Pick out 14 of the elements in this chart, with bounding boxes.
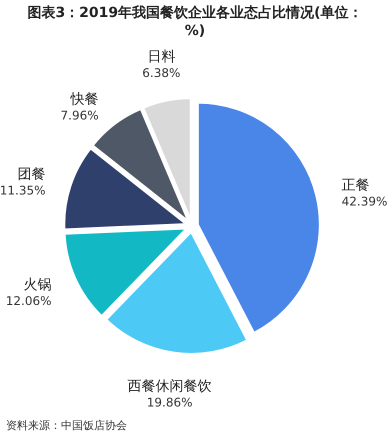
data-label: 11.35% — [0, 184, 46, 198]
slice-label: 正餐 — [342, 178, 370, 194]
data-label: 12.06% — [6, 294, 52, 308]
text: 资料来源：中国饭店协会 — [6, 418, 127, 433]
data-label: 19.86% — [146, 395, 193, 410]
chart-title: 图表3：2019年我国餐饮企业各业态占比情况(单位：%) — [26, 4, 364, 40]
data-label: 42.39% — [342, 194, 388, 209]
data-label: 6.38% — [142, 66, 180, 80]
slice-label: 西餐休闲餐饮 — [128, 378, 212, 394]
slice-label: 日料 — [147, 49, 176, 66]
slice-label: 火锅 — [24, 277, 52, 294]
slice-label: 团餐 — [17, 166, 46, 183]
slice-label: 快餐 — [70, 91, 99, 108]
data-label: 7.96% — [60, 108, 99, 122]
